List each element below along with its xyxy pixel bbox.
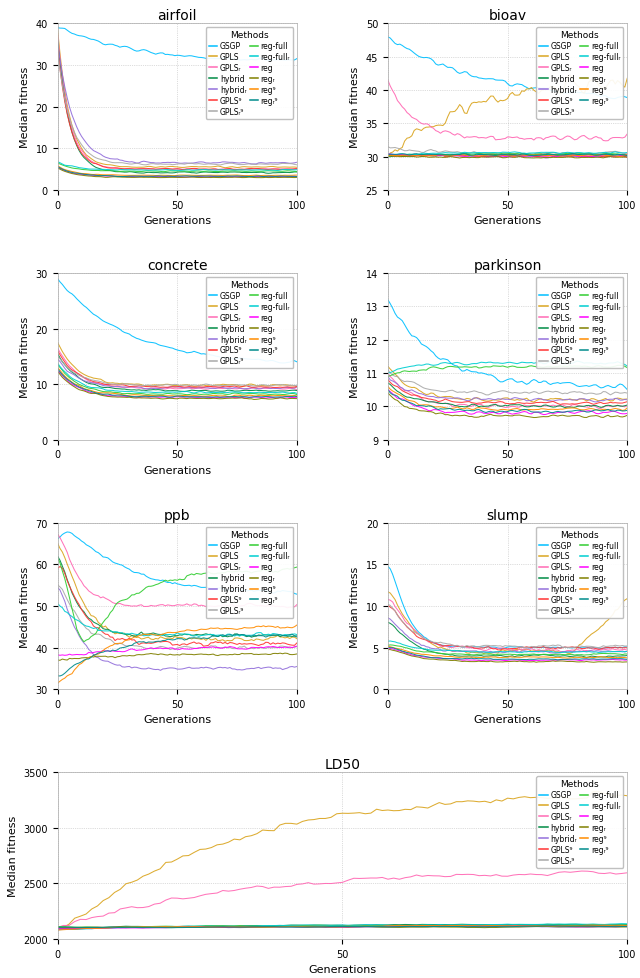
Y-axis label: Median fitness: Median fitness <box>350 67 360 148</box>
X-axis label: Generations: Generations <box>143 466 211 475</box>
Y-axis label: Median fitness: Median fitness <box>350 317 360 397</box>
Title: slump: slump <box>486 509 529 522</box>
Legend: GSGP, GPLS, GPLSᵣ, hybrid, hybridᵣ, GPLS⁹, GPLSᵣ⁹, reg-full, reg-fullᵣ, reg, reg: GSGP, GPLS, GPLSᵣ, hybrid, hybridᵣ, GPLS… <box>206 28 293 119</box>
Legend: GSGP, GPLS, GPLSᵣ, hybrid, hybridᵣ, GPLS⁹, GPLSᵣ⁹, reg-full, reg-fullᵣ, reg, reg: GSGP, GPLS, GPLSᵣ, hybrid, hybridᵣ, GPLS… <box>536 777 623 867</box>
Legend: GSGP, GPLS, GPLSᵣ, hybrid, hybridᵣ, GPLS⁹, GPLSᵣ⁹, reg-full, reg-fullᵣ, reg, reg: GSGP, GPLS, GPLSᵣ, hybrid, hybridᵣ, GPLS… <box>536 278 623 369</box>
Legend: GSGP, GPLS, GPLSᵣ, hybrid, hybridᵣ, GPLS⁹, GPLSᵣ⁹, reg-full, reg-fullᵣ, reg, reg: GSGP, GPLS, GPLSᵣ, hybrid, hybridᵣ, GPLS… <box>206 278 293 369</box>
Y-axis label: Median fitness: Median fitness <box>20 67 30 148</box>
Title: bioav: bioav <box>488 10 527 23</box>
Legend: GSGP, GPLS, GPLSᵣ, hybrid, hybridᵣ, GPLS⁹, GPLSᵣ⁹, reg-full, reg-fullᵣ, reg, reg: GSGP, GPLS, GPLSᵣ, hybrid, hybridᵣ, GPLS… <box>536 527 623 618</box>
Title: airfoil: airfoil <box>157 10 197 23</box>
Legend: GSGP, GPLS, GPLSᵣ, hybrid, hybridᵣ, GPLS⁹, GPLSᵣ⁹, reg-full, reg-fullᵣ, reg, reg: GSGP, GPLS, GPLSᵣ, hybrid, hybridᵣ, GPLS… <box>206 527 293 618</box>
Title: ppb: ppb <box>164 509 191 522</box>
X-axis label: Generations: Generations <box>308 964 376 974</box>
X-axis label: Generations: Generations <box>143 216 211 226</box>
X-axis label: Generations: Generations <box>474 216 541 226</box>
Y-axis label: Median fitness: Median fitness <box>20 566 30 646</box>
X-axis label: Generations: Generations <box>474 466 541 475</box>
Legend: GSGP, GPLS, GPLSᵣ, hybrid, hybridᵣ, GPLS⁹, GPLSᵣ⁹, reg-full, reg-fullᵣ, reg, reg: GSGP, GPLS, GPLSᵣ, hybrid, hybridᵣ, GPLS… <box>536 28 623 119</box>
Title: LD50: LD50 <box>324 758 360 772</box>
X-axis label: Generations: Generations <box>474 715 541 725</box>
Title: concrete: concrete <box>147 259 207 273</box>
X-axis label: Generations: Generations <box>143 715 211 725</box>
Y-axis label: Median fitness: Median fitness <box>8 816 17 896</box>
Y-axis label: Median fitness: Median fitness <box>20 317 30 397</box>
Y-axis label: Median fitness: Median fitness <box>350 566 360 646</box>
Title: parkinson: parkinson <box>474 259 541 273</box>
